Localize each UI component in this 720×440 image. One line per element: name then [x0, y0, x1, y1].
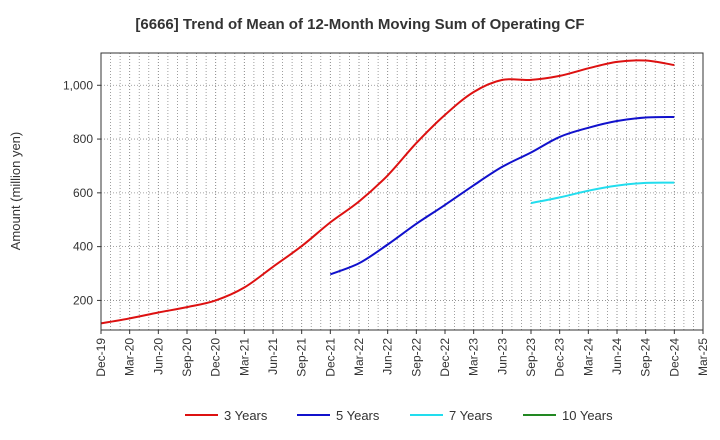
legend: 3 Years 5 Years 7 Years 10 Years	[185, 408, 613, 423]
x-tick-label: Dec-21	[323, 338, 337, 377]
x-tick-label: Mar-20	[123, 338, 137, 376]
x-tick-label: Dec-19	[94, 338, 108, 377]
series-line-2	[329, 116, 675, 276]
x-tick-label: Dec-22	[438, 338, 452, 377]
y-ticks: 200 400 600 800 1,000	[63, 78, 101, 307]
legend-label: 5 Years	[336, 408, 380, 423]
legend-label: 3 Years	[224, 408, 268, 423]
x-tick-label: Jun-21	[266, 338, 280, 375]
x-tick-label: Mar-24	[581, 338, 595, 376]
grid	[101, 53, 703, 330]
y-tick-label: 200	[73, 293, 93, 307]
x-tick-label: Dec-20	[209, 338, 223, 377]
series-lines	[100, 59, 675, 325]
x-tick-label: Jun-23	[495, 338, 509, 375]
legend-label: 7 Years	[449, 408, 493, 423]
x-ticks: Dec-19 Mar-20 Jun-20 Sep-20 Dec-20 Mar-21 Jun-…	[94, 330, 710, 377]
chart-title: [6666] Trend of Mean of 12-Month Moving …	[135, 16, 584, 33]
plot-frame	[100, 52, 704, 331]
x-tick-label: Mar-22	[352, 338, 366, 376]
x-tick-label: Sep-20	[180, 338, 194, 377]
x-tick-label: Mar-21	[237, 338, 251, 376]
y-axis-label: Amount (million yen)	[8, 132, 23, 251]
x-tick-label: Dec-23	[553, 338, 567, 377]
x-tick-label: Jun-22	[381, 338, 395, 375]
x-tick-label: Dec-24	[667, 338, 681, 377]
x-tick-label: Sep-21	[295, 338, 309, 377]
x-tick-label: Sep-23	[524, 338, 538, 377]
x-tick-label: Jun-24	[610, 338, 624, 375]
series-line-1	[100, 59, 675, 325]
x-tick-label: Sep-22	[409, 338, 423, 377]
legend-label: 10 Years	[562, 408, 613, 423]
y-tick-label: 800	[73, 132, 93, 146]
y-tick-label: 600	[73, 186, 93, 200]
y-tick-label: 400	[73, 240, 93, 254]
y-tick-label: 1,000	[63, 78, 93, 92]
x-tick-label: Jun-20	[151, 338, 165, 375]
x-tick-label: Mar-23	[467, 338, 481, 376]
x-tick-label: Sep-24	[639, 338, 653, 377]
x-tick-label: Mar-25	[696, 338, 710, 376]
series-line-3	[530, 181, 675, 205]
